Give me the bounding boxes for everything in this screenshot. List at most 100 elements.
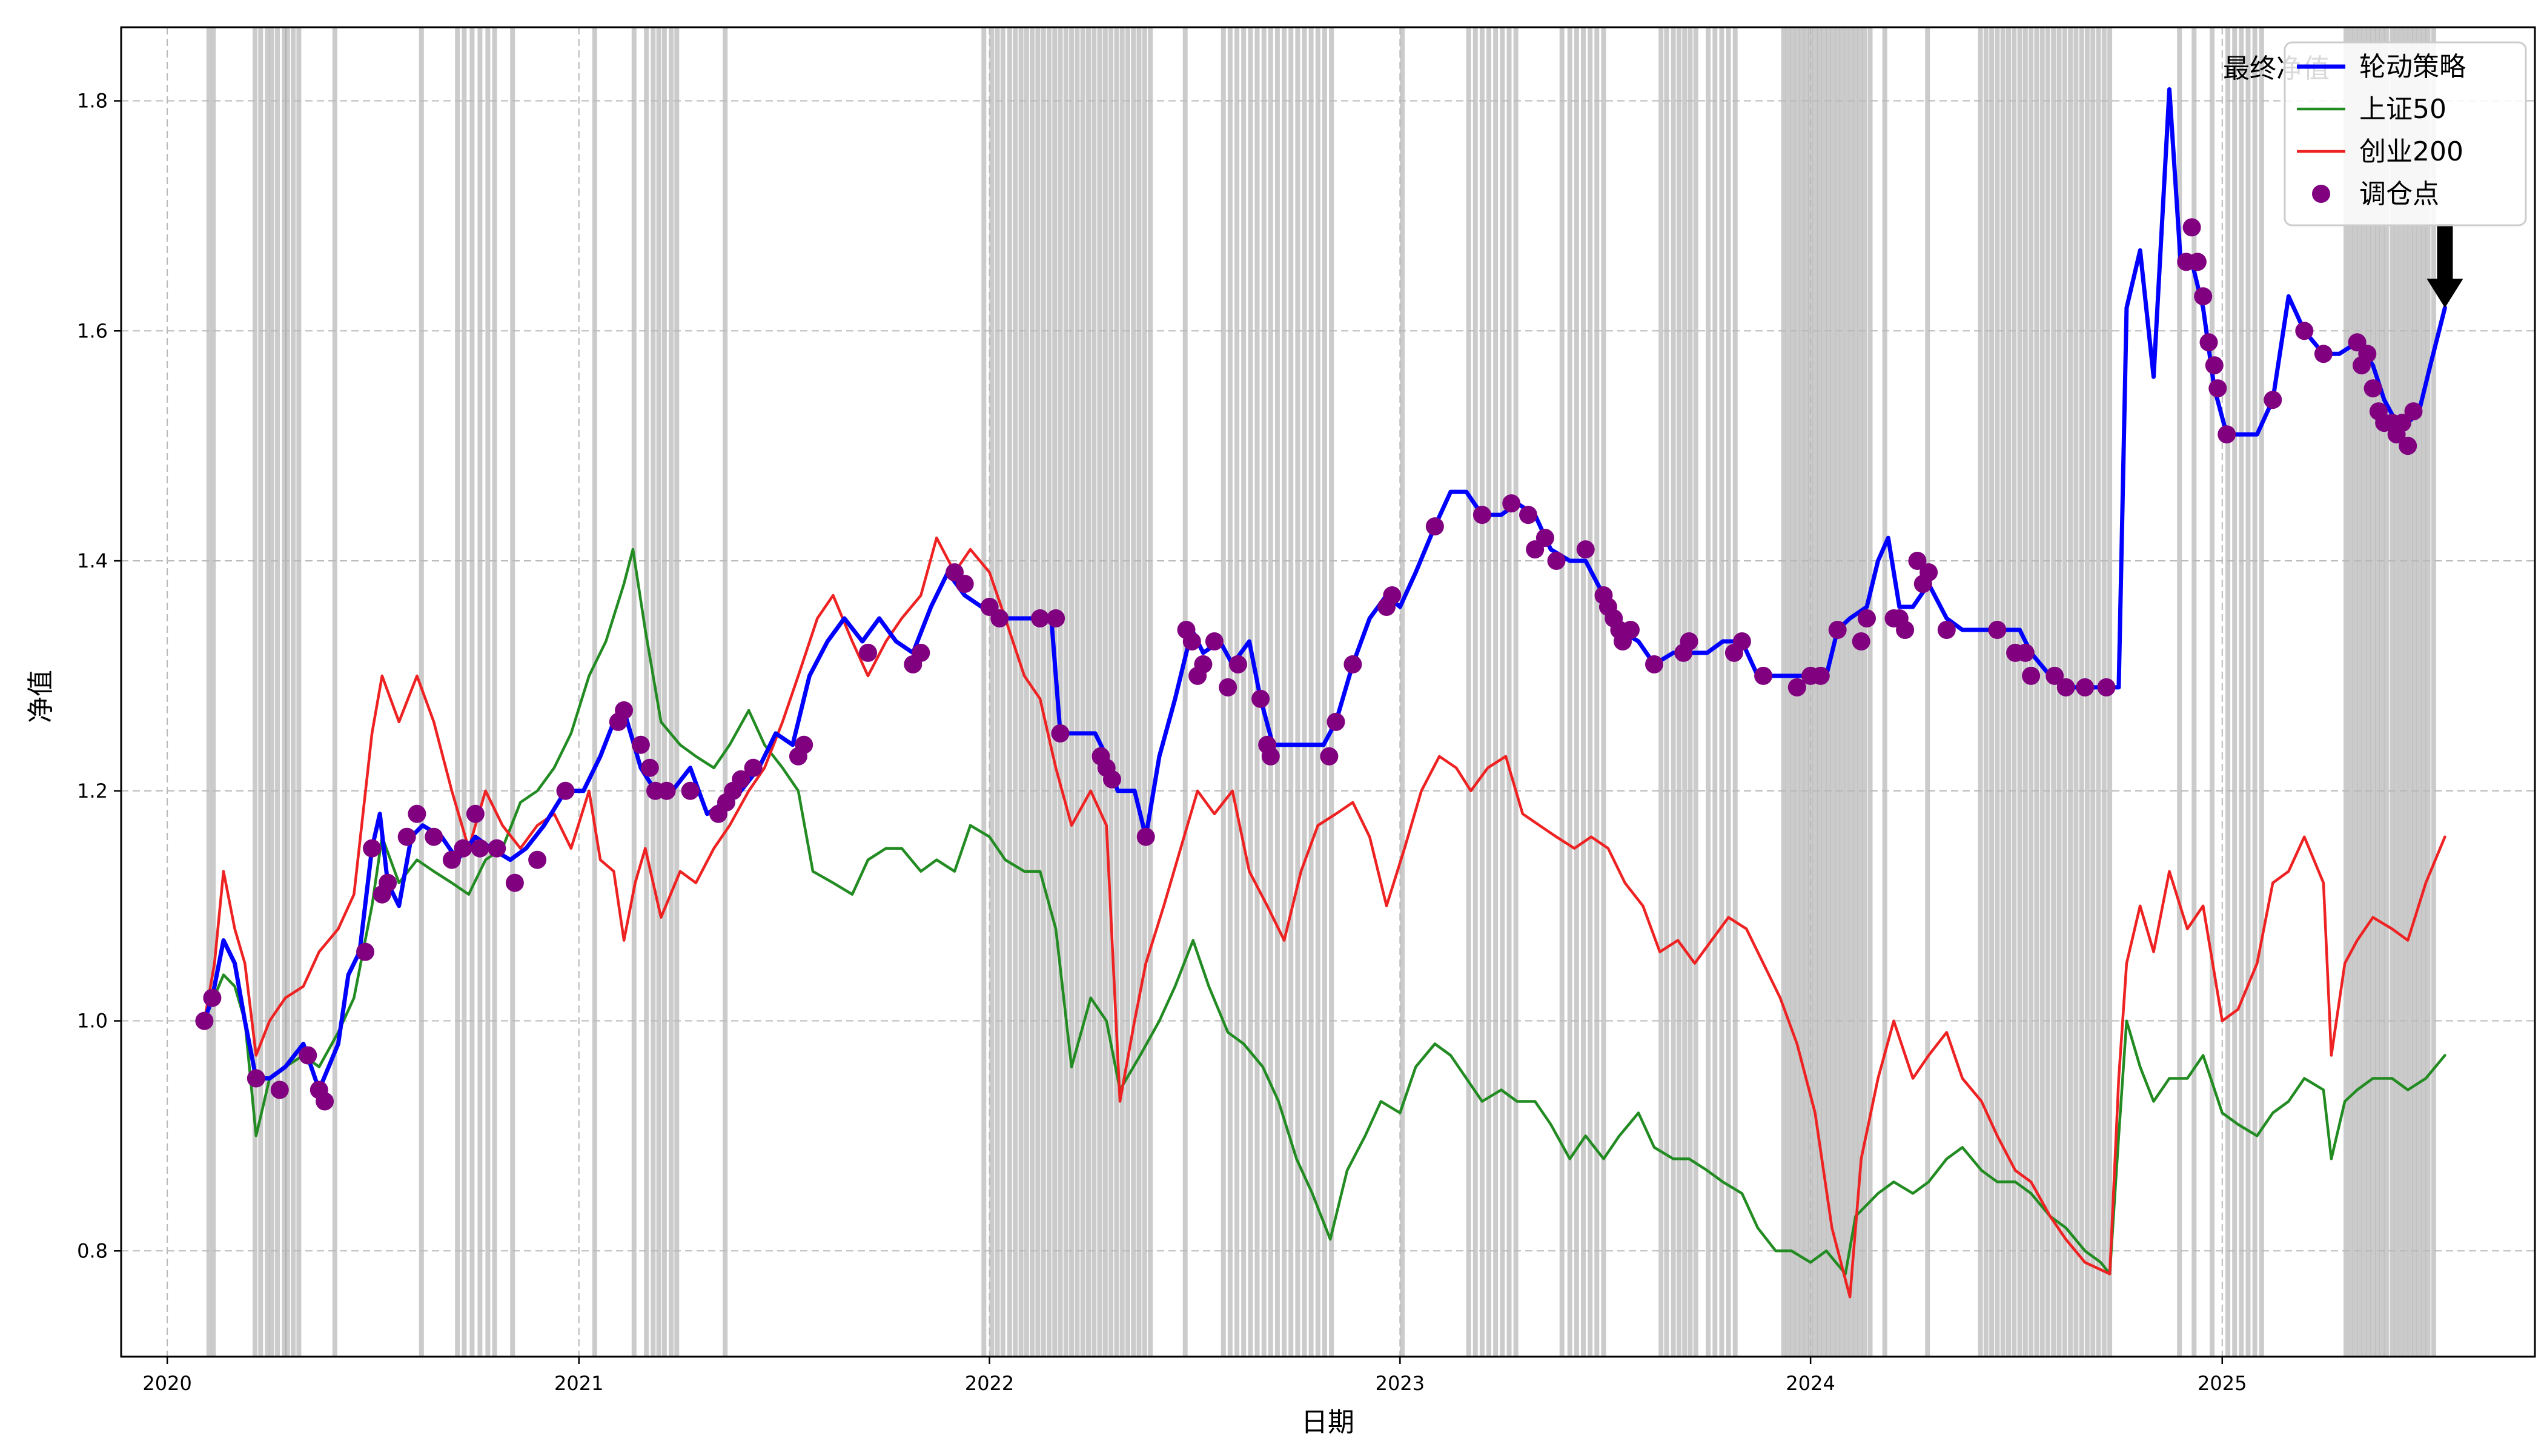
shaded-period [1862, 27, 1867, 1357]
rebalance-point [1031, 609, 1050, 627]
rebalance-point [454, 839, 472, 858]
shaded-period [1844, 27, 1849, 1357]
rebalance-point [2194, 287, 2213, 306]
shaded-period [2403, 27, 2408, 1357]
shaded-period [477, 27, 483, 1357]
shaded-period [332, 27, 337, 1357]
shaded-period [1182, 27, 1188, 1357]
rebalance-point [2199, 333, 2218, 352]
shaded-period [2090, 27, 2096, 1357]
rebalance-point [2363, 379, 2382, 398]
shaded-period [1007, 27, 1012, 1357]
legend-label: 轮动策略 [2359, 51, 2466, 82]
y-tick-label: 1.4 [77, 549, 108, 572]
shaded-period [253, 27, 257, 1357]
shaded-period [2034, 27, 2039, 1357]
shaded-period [2259, 27, 2264, 1357]
y-tick-label: 1.6 [77, 319, 108, 342]
shaded-period [1867, 27, 1873, 1357]
annotation-arrow [2426, 224, 2463, 308]
shaded-period [1302, 27, 1307, 1357]
rebalance-point [1937, 621, 1956, 639]
shaded-period [1030, 27, 1035, 1357]
rebalance-point [1261, 747, 1280, 766]
rebalance-point [1194, 655, 1213, 673]
rebalance-point [1320, 747, 1339, 766]
shaded-period [269, 27, 274, 1357]
shaded-period [1131, 27, 1136, 1357]
shaded-period [1041, 27, 1046, 1357]
shaded-period [2006, 27, 2011, 1357]
rebalance-point [1787, 678, 1806, 697]
shaded-period [1013, 27, 1018, 1357]
rebalance-point [247, 1069, 265, 1088]
rebalance-point [2056, 678, 2075, 697]
shaded-period [1706, 27, 1711, 1357]
rebalance-point [795, 735, 813, 754]
shaded-period [2416, 27, 2422, 1357]
rebalance-point [2205, 356, 2224, 375]
shaded-period [1024, 27, 1029, 1357]
x-tick-label: 2024 [1786, 1372, 1835, 1395]
shaded-period [1601, 27, 1606, 1357]
shaded-period [1732, 27, 1738, 1357]
shaded-period [1849, 27, 1853, 1357]
rebalance-point [1828, 621, 1847, 639]
rebalance-point [505, 873, 524, 892]
shaded-period [2431, 27, 2436, 1357]
shaded-period [1559, 27, 1565, 1357]
y-tick-label: 0.8 [77, 1239, 108, 1262]
shaded-period [258, 27, 263, 1357]
rebalance-point [471, 839, 489, 858]
rebalance-point [425, 827, 443, 846]
shaded-period [1282, 27, 1287, 1357]
rebalance-point [442, 850, 461, 869]
shaded-period [2361, 27, 2367, 1357]
shaded-period [2210, 27, 2215, 1357]
plot-frame [120, 26, 2536, 1358]
shaded-period [669, 27, 674, 1357]
rebalance-point [1908, 552, 1927, 570]
rebalance-point [2399, 437, 2417, 455]
rebalance-point [2404, 402, 2423, 421]
shaded-period [1581, 27, 1586, 1357]
shaded-period [2039, 27, 2045, 1357]
rebalance-point [1576, 540, 1595, 559]
shaded-period [1102, 27, 1108, 1357]
rebalance-point [681, 781, 700, 800]
shaded-period [1322, 27, 1327, 1357]
shaded-period [1658, 27, 1664, 1357]
shaded-period [1826, 27, 1831, 1357]
shaded-period [2177, 27, 2182, 1357]
shaded-period [2245, 27, 2251, 1357]
shaded-period [2352, 27, 2357, 1357]
legend-box [2284, 41, 2527, 227]
rebalance-point [356, 942, 374, 961]
rebalance-point [1547, 552, 1566, 570]
shaded-period [674, 27, 680, 1357]
shaded-period [2045, 27, 2050, 1357]
shaded-period [2239, 27, 2244, 1357]
shaded-period [1268, 27, 1273, 1357]
rebalance-point [912, 643, 930, 662]
shaded-period [2017, 27, 2022, 1357]
rebalance-point [1645, 655, 1663, 673]
shaded-period [1108, 27, 1114, 1357]
rebalance-point [990, 609, 1009, 627]
shaded-period [656, 27, 661, 1357]
rebalance-point [1472, 506, 1491, 524]
shaded-period [1091, 27, 1097, 1357]
rebalance-point [299, 1046, 317, 1065]
shaded-period [1035, 27, 1041, 1357]
shaded-period [1329, 27, 1334, 1357]
shaded-period [1821, 27, 1827, 1357]
shaded-period [1671, 27, 1676, 1357]
shaded-period [492, 27, 497, 1357]
rebalance-point [2393, 414, 2411, 432]
rebalance-point [657, 781, 676, 800]
rebalance-point [2314, 345, 2333, 363]
shaded-period [1148, 27, 1153, 1357]
shaded-period [2029, 27, 2034, 1357]
shaded-period [1513, 27, 1519, 1357]
rebalance-point [1251, 689, 1270, 708]
